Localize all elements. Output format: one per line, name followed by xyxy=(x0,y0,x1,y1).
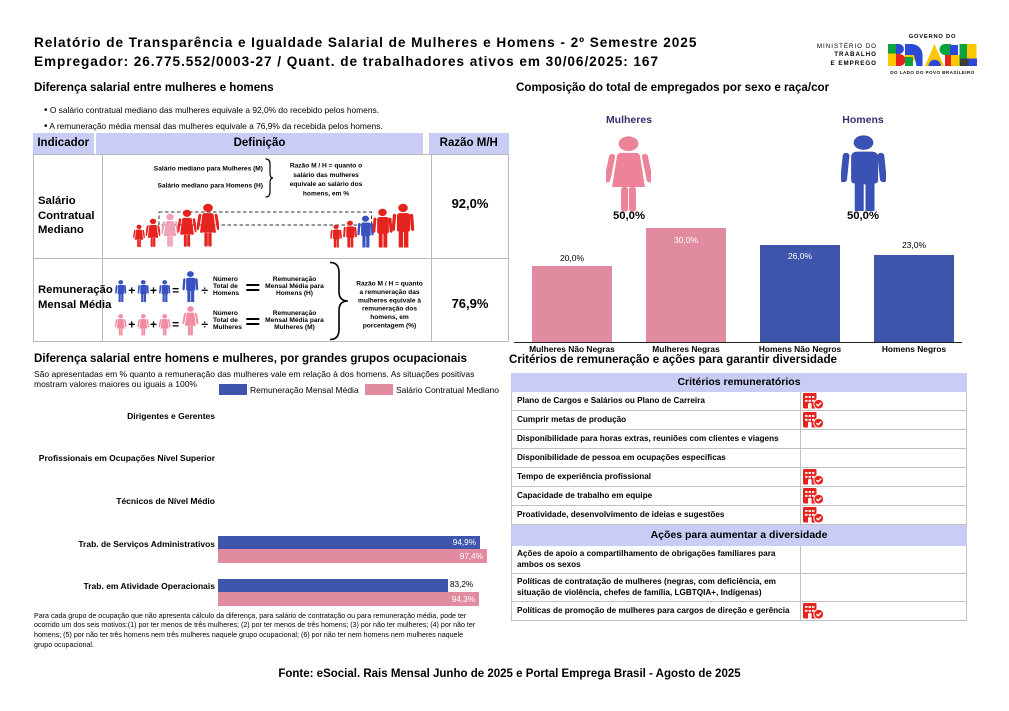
svg-text:Total de: Total de xyxy=(213,317,238,324)
svg-text:+: + xyxy=(150,318,157,332)
svg-text:Salário mediano para Mulheres: Salário mediano para Mulheres (M) xyxy=(154,165,263,172)
svg-text:+: + xyxy=(128,284,135,298)
svg-text:Mensal Média para: Mensal Média para xyxy=(265,283,324,290)
svg-text:Total de: Total de xyxy=(213,283,238,290)
svg-text:÷: ÷ xyxy=(201,284,208,298)
svg-text:Razão M / H = quanto: Razão M / H = quanto xyxy=(356,281,423,288)
svg-text:Número: Número xyxy=(213,310,238,317)
svg-text:homens, em: homens, em xyxy=(370,314,409,321)
svg-text:Salário mediano para Homens (H: Salário mediano para Homens (H) xyxy=(157,182,263,189)
svg-text:Homens (H): Homens (H) xyxy=(276,290,313,297)
svg-text:a remuneração das: a remuneração das xyxy=(359,289,419,296)
svg-text:homens, em %: homens, em % xyxy=(303,190,349,197)
svg-text:Homens: Homens xyxy=(213,290,239,297)
svg-text:Mulheres: Mulheres xyxy=(213,324,242,331)
svg-text:equivale ao salário dos: equivale ao salário dos xyxy=(290,181,363,188)
svg-text:Razão M / H = quanto o: Razão M / H = quanto o xyxy=(290,162,362,169)
svg-text:+: + xyxy=(150,284,157,298)
svg-text:÷: ÷ xyxy=(201,318,208,332)
svg-text:Mulheres (M): Mulheres (M) xyxy=(274,324,315,331)
svg-text:=: = xyxy=(172,284,179,298)
svg-text:Mensal Média para: Mensal Média para xyxy=(265,317,324,324)
svg-text:mulheres equivale à: mulheres equivale à xyxy=(358,297,421,304)
svg-text:salário das mulheres: salário das mulheres xyxy=(293,171,359,178)
svg-text:=: = xyxy=(172,318,179,332)
svg-text:Número: Número xyxy=(213,276,238,283)
svg-text:Remuneração: Remuneração xyxy=(273,276,317,283)
svg-text:Remuneração: Remuneração xyxy=(273,310,317,317)
svg-text:+: + xyxy=(128,318,135,332)
svg-text:porcentagem (%): porcentagem (%) xyxy=(363,323,417,330)
svg-text:remuneração dos: remuneração dos xyxy=(362,306,417,313)
